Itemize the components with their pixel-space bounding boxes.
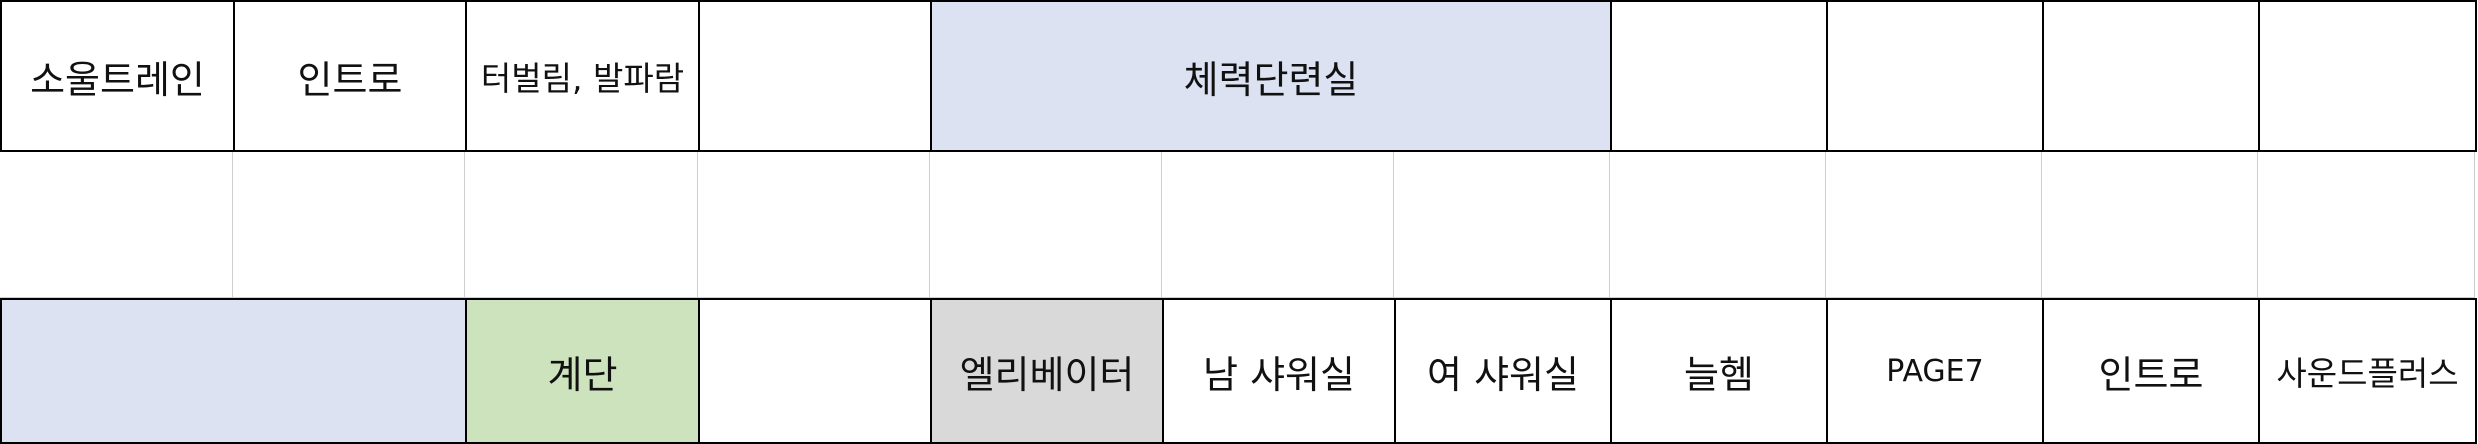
cell-mens-shower[interactable]: 남 샤워실	[1162, 298, 1396, 444]
empty-cell[interactable]	[1826, 150, 2042, 298]
empty-cell[interactable]	[698, 0, 932, 152]
empty-cell[interactable]	[465, 150, 698, 298]
empty-cell[interactable]	[233, 150, 465, 298]
empty-cell[interactable]	[2258, 150, 2475, 298]
cell-neulhem[interactable]: 늘헴	[1610, 298, 1828, 444]
cell-soul-train[interactable]: 소울트레인	[0, 0, 235, 152]
empty-cell[interactable]	[1826, 0, 2044, 152]
cell-fitness-room[interactable]: 체력단련실	[930, 0, 1612, 152]
empty-cell[interactable]	[930, 150, 1162, 298]
cell-intro-2[interactable]: 인트로	[2042, 298, 2260, 444]
empty-cell[interactable]	[698, 298, 932, 444]
empty-cell[interactable]	[1610, 0, 1828, 152]
empty-cell[interactable]	[2042, 150, 2258, 298]
cell-intro[interactable]: 인트로	[233, 0, 467, 152]
cell-womens-shower[interactable]: 여 샤워실	[1394, 298, 1612, 444]
empty-cell[interactable]	[1394, 150, 1610, 298]
empty-cell[interactable]	[0, 150, 233, 298]
empty-cell[interactable]	[698, 150, 930, 298]
empty-cell[interactable]	[1162, 150, 1394, 298]
blue-filled-cell[interactable]	[0, 298, 467, 444]
cell-sound-plus[interactable]: 사운드플러스	[2258, 298, 2477, 444]
empty-cell[interactable]	[1610, 150, 1826, 298]
empty-cell[interactable]	[2042, 0, 2260, 152]
cell-page7[interactable]: PAGE7	[1826, 298, 2044, 444]
cell-elevator[interactable]: 엘리베이터	[930, 298, 1164, 444]
cell-turbulim[interactable]: 터벌림, 발파람	[465, 0, 700, 152]
empty-cell[interactable]	[2258, 0, 2477, 152]
cell-stairs[interactable]: 계단	[465, 298, 700, 444]
